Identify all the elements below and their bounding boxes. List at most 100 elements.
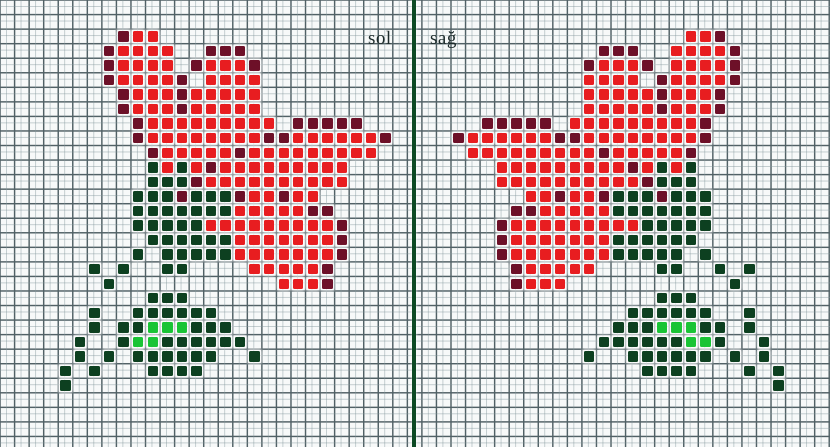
stitch-square [656, 74, 668, 86]
stitch-square [758, 351, 770, 362]
stitch-left-dark-green-r22-c6 [87, 320, 102, 335]
stitch-square [656, 103, 668, 115]
stitch-left-bright-green-r22-c12 [175, 320, 190, 335]
stitch-left-red-r5-c16 [233, 73, 248, 88]
stitch-left-maroon-r9-c18 [262, 131, 277, 146]
stitch-left-dark-green-r12-c10 [146, 175, 161, 190]
stitch-right-red-r11-c38 [553, 160, 568, 175]
stitch-left-red-r11-c13 [189, 160, 204, 175]
stitch-square [584, 176, 595, 188]
stitch-left-dark-green-r17-c13 [189, 247, 204, 262]
stitch-square [293, 263, 304, 275]
stitch-square [176, 103, 188, 115]
stitch-left-red-r3-c9 [131, 44, 146, 59]
stitch-square [642, 322, 653, 333]
stitch-left-dark-green-r21-c11 [160, 306, 175, 321]
stitch-right-red-r12-c35 [509, 175, 524, 190]
stitch-square [234, 133, 246, 144]
stitch-square [293, 220, 304, 231]
stitch-left-red-r9-c10 [146, 131, 161, 146]
stitch-right-red-r6-c43 [626, 87, 641, 102]
stitch-square [685, 293, 697, 304]
stitch-left-maroon-r8-c23 [335, 116, 350, 131]
stitch-left-dark-green-r23-c15 [218, 335, 233, 350]
stitch-left-dark-green-r16-c12 [175, 233, 190, 248]
stitch-square [569, 162, 580, 173]
stitch-square [249, 162, 260, 173]
stitch-left-red-r19-c20 [291, 276, 306, 291]
stitch-square [263, 133, 275, 144]
stitch-right-dark-green-r23-c46 [669, 335, 684, 350]
stitch-square [234, 336, 246, 348]
stitch-left-dark-green-r26-c4 [58, 378, 73, 393]
stitch-square [671, 45, 682, 57]
stitch-square [598, 118, 610, 129]
stitch-square [191, 351, 202, 362]
stitch-square [103, 351, 115, 362]
stitch-square [598, 60, 610, 71]
stitch-square [162, 351, 173, 362]
stitch-square [278, 191, 289, 202]
stitch-right-dark-green-r11-c45 [655, 160, 670, 175]
stitch-right-red-r6-c47 [684, 87, 699, 102]
stitch-square [322, 263, 333, 275]
stitch-right-maroon-r18-c35 [509, 262, 524, 277]
stitch-left-maroon-r3-c15 [218, 44, 233, 59]
stitch-left-dark-green-r19-c7 [102, 276, 117, 291]
stitch-square [642, 220, 653, 231]
stitch-left-red-r9-c17 [247, 131, 262, 146]
stitch-square [293, 162, 304, 173]
stitch-square [671, 147, 682, 158]
stitch-square [191, 103, 202, 115]
stitch-left-red-r13-c21 [306, 189, 321, 204]
stitch-left-dark-green-r16-c15 [218, 233, 233, 248]
stitch-right-dark-green-r17-c43 [626, 247, 641, 262]
stitch-left-red-r14-c20 [291, 204, 306, 219]
stitch-square [205, 60, 217, 71]
stitch-square [249, 118, 260, 129]
stitch-left-dark-green-r15-c13 [189, 218, 204, 233]
stitch-left-bright-green-r22-c11 [160, 320, 175, 335]
stitch-right-red-r10-c39 [567, 146, 582, 161]
stitch-right-dark-green-r16-c47 [684, 233, 699, 248]
stitch-square [176, 147, 188, 158]
stitch-square [540, 147, 551, 158]
stitch-square [554, 234, 566, 246]
stitch-right-red-r6-c40 [582, 87, 597, 102]
stitch-square [627, 176, 639, 188]
stitch-square [191, 118, 202, 129]
stitch-left-red-r4-c14 [204, 58, 219, 73]
stitch-square [584, 103, 595, 115]
stitch-left-red-r15-c17 [247, 218, 262, 233]
stitch-square [700, 60, 711, 71]
stitch-square [293, 147, 304, 158]
stitch-square [191, 249, 202, 260]
stitch-left-maroon-r8-c24 [349, 116, 364, 131]
stitch-right-dark-green-r12-c45 [655, 175, 670, 190]
stitch-right-dark-green-r14-c47 [684, 204, 699, 219]
stitch-left-red-r3-c10 [146, 44, 161, 59]
stitch-left-red-r9-c24 [349, 131, 364, 146]
stitch-right-bright-green-r22-c45 [655, 320, 670, 335]
stitch-square [249, 74, 260, 86]
stitch-right-dark-green-r24-c43 [626, 349, 641, 364]
stitch-square [249, 205, 260, 217]
stitch-square [278, 133, 289, 144]
stitch-left-dark-green-r13-c15 [218, 189, 233, 204]
stitch-square [176, 118, 188, 129]
stitch-square [671, 263, 682, 275]
stitch-square [89, 365, 100, 377]
stitch-left-dark-green-r21-c13 [189, 306, 204, 321]
stitch-square [205, 147, 217, 158]
stitch-left-maroon-r17-c23 [335, 247, 350, 262]
stitch-left-red-r9-c25 [364, 131, 379, 146]
stitch-square [162, 205, 173, 217]
stitch-right-red-r9-c46 [669, 131, 684, 146]
stitch-right-red-r10-c46 [669, 146, 684, 161]
stitch-left-dark-green-r14-c15 [218, 204, 233, 219]
stitch-right-red-r11-c35 [509, 160, 524, 175]
stitch-square [598, 191, 610, 202]
stitch-square [322, 278, 333, 289]
stitch-square [133, 205, 144, 217]
